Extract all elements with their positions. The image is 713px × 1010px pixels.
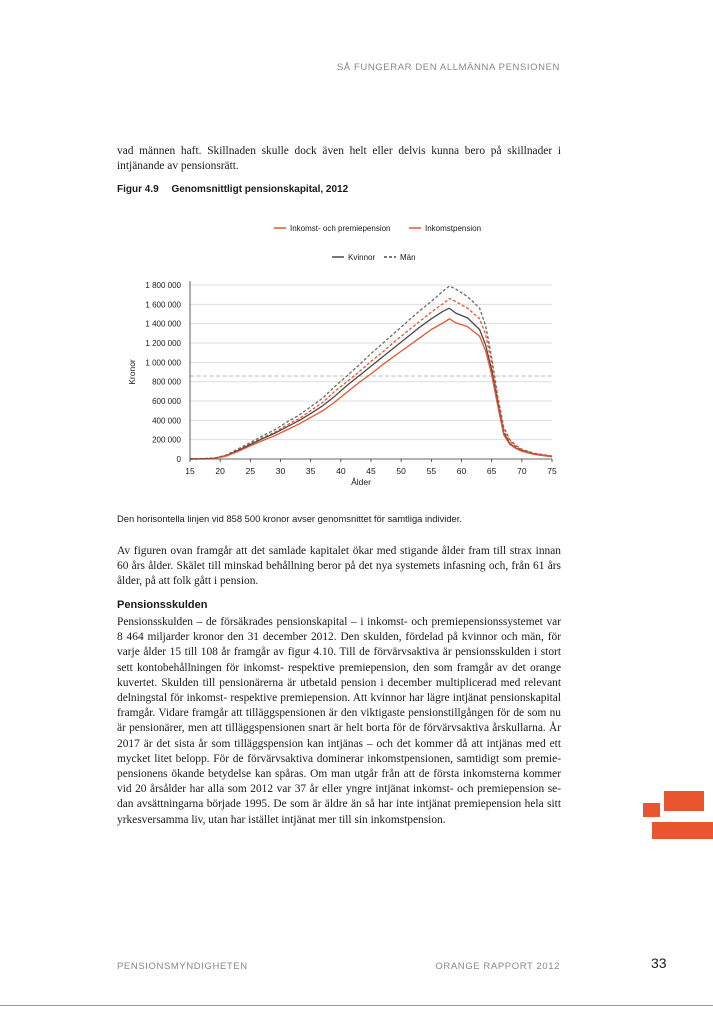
legend-color: Inkomst- och premiepension Inkomstpension bbox=[274, 224, 481, 233]
series-line bbox=[189, 297, 553, 460]
footer-publisher: PENSIONSMYNDIGHETEN bbox=[117, 961, 248, 972]
y-tick-label: 1 000 000 bbox=[145, 358, 181, 367]
running-header: SÅ FUNGERAR DEN ALLMÄNNA PENSIONEN bbox=[336, 62, 560, 73]
pension-capital-line-chart: Inkomst- och premiepension Inkomstpension… bbox=[127, 224, 557, 487]
paragraph-figure-explanation: Av figuren ovan framgår att det samlade … bbox=[117, 544, 561, 590]
y-tick-label: 200 000 bbox=[152, 436, 181, 445]
decorative-block-bottom bbox=[652, 822, 713, 839]
page-number: 33 bbox=[651, 955, 667, 971]
page-bottom-rule bbox=[0, 1005, 713, 1006]
legend-label: Män bbox=[400, 253, 416, 262]
x-tick-label: 20 bbox=[215, 466, 225, 476]
figure-title: Figur 4.9 Genomsnittligt pensionskapital… bbox=[117, 184, 348, 195]
decorative-block-top bbox=[664, 791, 704, 811]
figure-number: Figur 4.9 bbox=[117, 184, 159, 195]
y-tick-label: 1 400 000 bbox=[145, 320, 181, 329]
x-tick-label: 35 bbox=[306, 466, 316, 476]
x-tick-label: 45 bbox=[366, 466, 376, 476]
figure-title-text: Genomsnittligt pensionskapital, 2012 bbox=[171, 184, 349, 195]
x-tick-label: 50 bbox=[396, 466, 406, 476]
x-tick-label: 15 bbox=[185, 466, 195, 476]
legend-label: Kvinnor bbox=[348, 253, 375, 262]
series-line bbox=[189, 307, 553, 460]
x-tick-label: 25 bbox=[246, 466, 256, 476]
x-tick-label: 60 bbox=[457, 466, 467, 476]
x-tick-label: 30 bbox=[276, 466, 286, 476]
section-heading: Pensionsskulden bbox=[117, 599, 208, 611]
y-tick-label: 600 000 bbox=[152, 397, 181, 406]
x-tick-label: 65 bbox=[487, 466, 497, 476]
chart-series-group bbox=[189, 285, 553, 460]
y-tick-label: 0 bbox=[177, 455, 182, 464]
x-tick-label: 70 bbox=[517, 466, 527, 476]
legend-label: Inkomst- och premiepension bbox=[290, 224, 391, 233]
intro-text: vad männen haft. Skillnaden skulle dock … bbox=[117, 145, 561, 173]
x-axis-title: Ålder bbox=[351, 477, 371, 487]
x-tick-label: 55 bbox=[427, 466, 437, 476]
section-paragraph: Pensionsskulden – de försäkrades pension… bbox=[117, 615, 561, 828]
y-axis-title: Kronor bbox=[127, 359, 137, 385]
chart-axes: 0 200 000 400 000 600 000 800 000 1 000 000 1 … bbox=[127, 281, 557, 487]
decorative-block-small bbox=[643, 803, 660, 817]
legend-label: Inkomstpension bbox=[425, 224, 481, 233]
x-tick-label: 40 bbox=[336, 466, 346, 476]
y-tick-label: 1 800 000 bbox=[145, 281, 181, 290]
legend-style: Kvinnor Män bbox=[332, 253, 416, 262]
y-tick-label: 800 000 bbox=[152, 378, 181, 387]
figure-caption: Den horisontella linjen vid 858 500 kron… bbox=[117, 513, 462, 524]
intro-paragraph: vad männen haft. Skillnaden skulle dock … bbox=[117, 144, 561, 174]
footer-report-title: ORANGE RAPPORT 2012 bbox=[435, 961, 560, 972]
y-tick-label: 1 600 000 bbox=[145, 300, 181, 309]
section-paragraph-text: Pensionsskulden – de försäkrades pension… bbox=[117, 616, 561, 826]
y-tick-label: 400 000 bbox=[152, 416, 181, 425]
series-line bbox=[189, 285, 553, 460]
series-line bbox=[189, 318, 553, 460]
y-tick-label: 1 200 000 bbox=[145, 339, 181, 348]
x-tick-label: 75 bbox=[547, 466, 557, 476]
chart-gridlines bbox=[190, 284, 552, 441]
paragraph-1-text: Av figuren ovan framgår att det samlade … bbox=[117, 545, 561, 588]
